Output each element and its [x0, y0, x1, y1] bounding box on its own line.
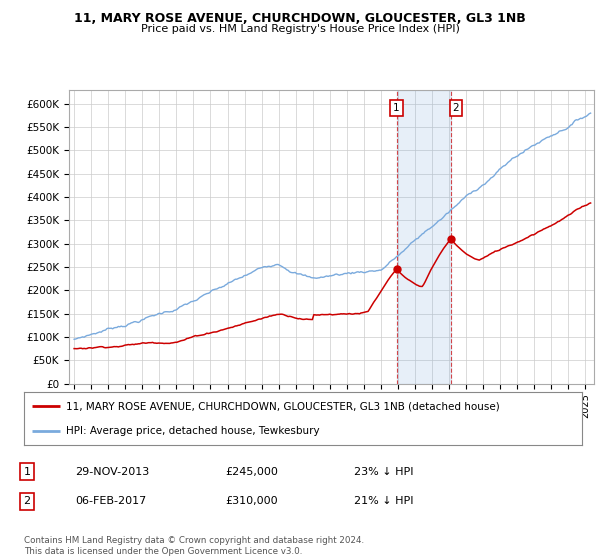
Text: 11, MARY ROSE AVENUE, CHURCHDOWN, GLOUCESTER, GL3 1NB (detached house): 11, MARY ROSE AVENUE, CHURCHDOWN, GLOUCE… [66, 402, 500, 412]
Text: 06-FEB-2017: 06-FEB-2017 [75, 496, 146, 506]
Text: 2: 2 [23, 496, 31, 506]
Text: £245,000: £245,000 [225, 466, 278, 477]
Text: HPI: Average price, detached house, Tewkesbury: HPI: Average price, detached house, Tewk… [66, 426, 319, 436]
Text: 2: 2 [452, 103, 459, 113]
Text: 23% ↓ HPI: 23% ↓ HPI [354, 466, 413, 477]
Text: 1: 1 [394, 103, 400, 113]
Text: 21% ↓ HPI: 21% ↓ HPI [354, 496, 413, 506]
Text: 1: 1 [23, 466, 31, 477]
Text: 29-NOV-2013: 29-NOV-2013 [75, 466, 149, 477]
Text: £310,000: £310,000 [225, 496, 278, 506]
Text: Contains HM Land Registry data © Crown copyright and database right 2024.
This d: Contains HM Land Registry data © Crown c… [24, 536, 364, 556]
Bar [397, 90, 451, 384]
Text: 11, MARY ROSE AVENUE, CHURCHDOWN, GLOUCESTER, GL3 1NB: 11, MARY ROSE AVENUE, CHURCHDOWN, GLOUCE… [74, 12, 526, 25]
Text: Price paid vs. HM Land Registry's House Price Index (HPI): Price paid vs. HM Land Registry's House … [140, 24, 460, 34]
